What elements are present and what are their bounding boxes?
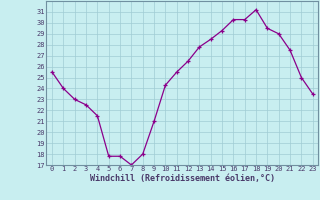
- X-axis label: Windchill (Refroidissement éolien,°C): Windchill (Refroidissement éolien,°C): [90, 174, 275, 183]
